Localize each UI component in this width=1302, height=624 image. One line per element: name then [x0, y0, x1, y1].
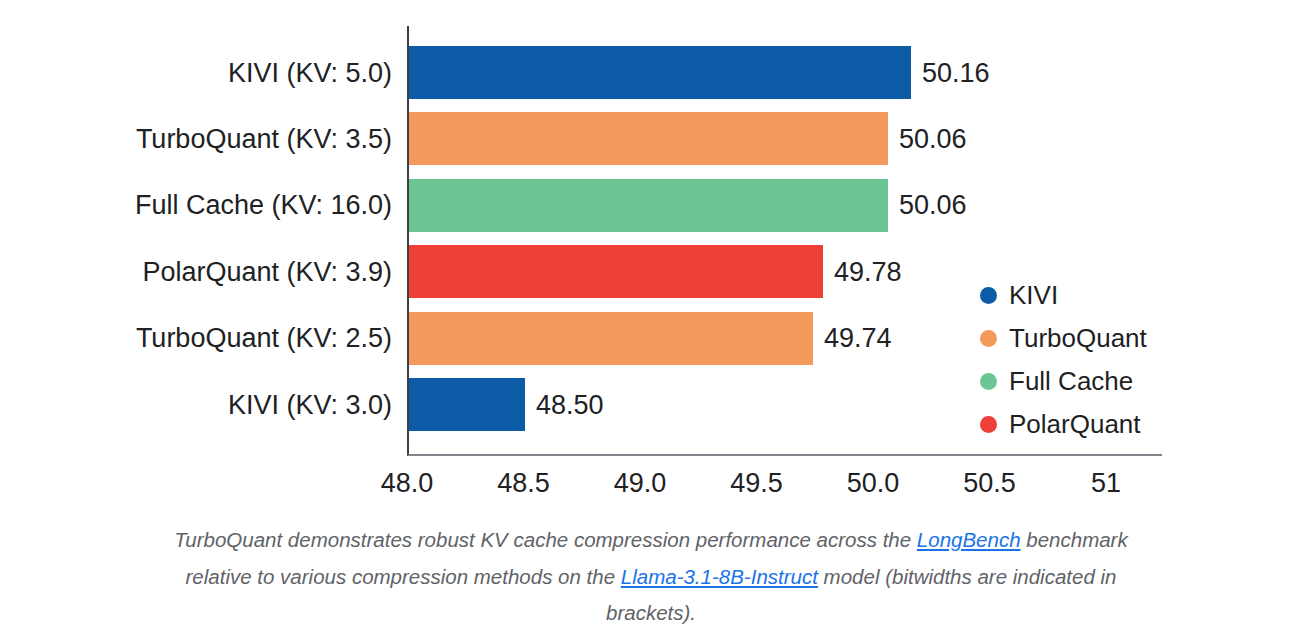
legend-label: Full Cache: [1009, 366, 1133, 397]
value-label: 48.50: [536, 389, 604, 420]
caption-line: brackets).: [0, 595, 1302, 624]
bar: [409, 312, 813, 365]
category-label: TurboQuant (KV: 2.5): [0, 323, 392, 354]
x-axis-tick-label: 49.0: [614, 468, 667, 499]
caption-text: model (bitwidths are indicated in: [818, 565, 1117, 588]
value-label: 49.74: [824, 323, 892, 354]
bar: [409, 179, 888, 232]
category-label: Full Cache (KV: 16.0): [0, 190, 392, 221]
legend-dot-icon: [980, 287, 997, 304]
legend-dot-icon: [980, 330, 997, 347]
category-label: KIVI (KV: 3.0): [0, 389, 392, 420]
x-axis-tick-label: 50.0: [847, 468, 900, 499]
x-axis-tick-label: 48.0: [381, 468, 434, 499]
legend-item: KIVI: [980, 274, 1147, 317]
caption-link[interactable]: LongBench: [917, 528, 1021, 551]
x-axis-tick-label: 48.5: [497, 468, 550, 499]
caption-link[interactable]: Llama-3.1-8B-Instruct: [621, 565, 818, 588]
legend-dot-icon: [980, 416, 997, 433]
legend-item: PolarQuant: [980, 403, 1147, 446]
legend-label: KIVI: [1009, 280, 1058, 311]
caption-line: relative to various compression methods …: [0, 559, 1302, 596]
x-axis-tick-label: 50.5: [963, 468, 1016, 499]
category-label: TurboQuant (KV: 3.5): [0, 123, 392, 154]
x-axis-tick-label: 49.5: [730, 468, 783, 499]
caption-text: benchmark: [1021, 528, 1128, 551]
caption-line: TurboQuant demonstrates robust KV cache …: [0, 522, 1302, 559]
legend-dot-icon: [980, 373, 997, 390]
legend-item: Full Cache: [980, 360, 1147, 403]
value-label: 50.06: [899, 190, 967, 221]
value-label: 49.78: [834, 256, 902, 287]
value-label: 50.16: [922, 57, 990, 88]
category-label: KIVI (KV: 5.0): [0, 57, 392, 88]
chart-legend: KIVI TurboQuant Full Cache PolarQuant: [980, 274, 1147, 446]
value-label: 50.06: [899, 123, 967, 154]
legend-label: PolarQuant: [1009, 409, 1141, 440]
bar: [409, 46, 911, 99]
figure-caption: TurboQuant demonstrates robust KV cache …: [0, 522, 1302, 624]
legend-item: TurboQuant: [980, 317, 1147, 360]
bar-chart-figure: KIVI TurboQuant Full Cache PolarQuant Turbo…: [0, 0, 1302, 624]
caption-text: brackets).: [606, 601, 696, 624]
x-axis-tick-label: 51: [1091, 468, 1121, 499]
bar: [409, 112, 888, 165]
caption-text: TurboQuant demonstrates robust KV cache …: [174, 528, 917, 551]
category-label: PolarQuant (KV: 3.9): [0, 256, 392, 287]
caption-text: relative to various compression methods …: [186, 565, 621, 588]
bar: [409, 378, 525, 431]
bar: [409, 245, 823, 298]
legend-label: TurboQuant: [1009, 323, 1147, 354]
